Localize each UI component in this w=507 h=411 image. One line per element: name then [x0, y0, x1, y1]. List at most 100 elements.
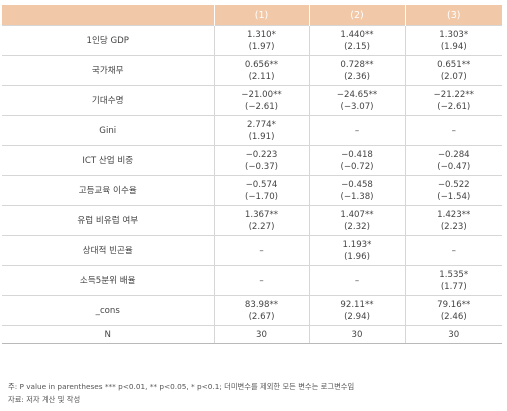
t-statistic: (2.11) — [248, 71, 275, 82]
table-cell: 1.535* (1.77) — [404, 265, 502, 296]
table-source: 자료: 저자 계산 및 작성 — [8, 395, 81, 404]
coefficient: −21.22** — [433, 89, 474, 100]
header-cell-variable — [2, 5, 214, 26]
table-cell: −0.284 (−0.47) — [404, 145, 502, 176]
coefficient: 1.535* — [439, 269, 469, 280]
table-cell: −21.22** (−2.61) — [404, 85, 502, 116]
table-cell: – — [308, 115, 405, 146]
coefficient: 1.193* — [342, 239, 372, 250]
row-label: 국가채무 — [2, 55, 214, 86]
t-statistic: (2.67) — [248, 311, 275, 322]
table-cell: 30 — [213, 325, 309, 344]
regression-table-container: (1) (2) (3) 1인당 GDP 1.310* (1.97) 1.440** (2… — [2, 5, 502, 344]
coefficient: – — [354, 275, 360, 286]
table-cell: −0.522 (−1.54) — [404, 175, 502, 206]
coefficient: 0.651** — [437, 59, 471, 70]
header-cell-model-2: (2) — [308, 5, 405, 26]
t-statistic: (−1.38) — [340, 191, 374, 202]
coefficient: 30 — [256, 329, 267, 340]
table-cell: −24.65** (−3.07) — [308, 85, 405, 116]
row-label: N — [2, 325, 214, 344]
coefficient: 92.11** — [340, 299, 374, 310]
coefficient: – — [259, 275, 264, 286]
t-statistic: (2.15) — [344, 41, 370, 52]
coefficient: −0.522 — [437, 179, 470, 190]
t-statistic: (2.23) — [440, 221, 467, 232]
coefficient: −0.418 — [341, 149, 373, 160]
table-row: 국가채무 0.656** (2.11) 0.728** (2.36) 0.651** (2.… — [2, 55, 502, 86]
row-label: 1인당 GDP — [2, 25, 214, 56]
row-label: 유럽 비유럽 여부 — [2, 205, 214, 236]
coefficient: −0.284 — [437, 149, 470, 160]
table-cell: 1.423** (2.23) — [404, 205, 502, 236]
coefficient: 0.728** — [340, 59, 374, 70]
coefficient: 1.423** — [437, 209, 471, 220]
coefficient: 1.440** — [340, 29, 374, 40]
t-statistic: (−0.37) — [244, 161, 279, 172]
coefficient: 1.310* — [247, 29, 276, 40]
coefficient: −0.574 — [245, 179, 278, 190]
coefficient: – — [354, 125, 360, 136]
t-statistic: (1.77) — [440, 281, 467, 292]
t-statistic: (−3.07) — [340, 101, 374, 112]
table-cell: – — [213, 235, 309, 266]
t-statistic: (1.94) — [440, 41, 467, 52]
table-row: 기대수명 −21.00** (−2.61) −24.65** (−3.07) −21.22… — [2, 85, 502, 116]
coefficient: – — [451, 245, 456, 256]
table-cell: – — [404, 115, 502, 146]
table-cell: −0.418 (−0.72) — [308, 145, 405, 176]
coefficient: 1.367** — [244, 209, 279, 220]
regression-table: (1) (2) (3) 1인당 GDP 1.310* (1.97) 1.440** (2… — [2, 5, 502, 344]
t-statistic: (1.96) — [344, 251, 370, 262]
table-cell: 0.656** (2.11) — [213, 55, 309, 86]
header-cell-model-1: (1) — [213, 5, 309, 26]
row-label: 상대적 빈곤율 — [2, 235, 214, 266]
table-cell: −0.223 (−0.37) — [213, 145, 309, 176]
table-row: N 30 30 30 — [2, 325, 502, 344]
t-statistic: (2.36) — [344, 71, 370, 82]
table-cell: −0.574 (−1.70) — [213, 175, 309, 206]
table-cell: 30 — [308, 325, 405, 344]
coefficient: −24.65** — [336, 89, 378, 100]
table-body: 1인당 GDP 1.310* (1.97) 1.440** (2.15) 1.303* (1… — [2, 25, 502, 344]
row-label: Gini — [2, 115, 214, 146]
table-cell: 0.651** (2.07) — [404, 55, 502, 86]
t-statistic: (1.97) — [248, 41, 275, 52]
t-statistic: (−1.70) — [244, 191, 279, 202]
t-statistic: (−1.54) — [437, 191, 471, 202]
table-cell: 30 — [404, 325, 502, 344]
table-cell: 1.303* (1.94) — [404, 25, 502, 56]
header-row: (1) (2) (3) — [2, 5, 502, 26]
row-label: ICT 산업 비중 — [2, 145, 214, 176]
coefficient: −0.458 — [341, 179, 373, 190]
table-row: ICT 산업 비중 −0.223 (−0.37) −0.418 (−0.72) −0.28… — [2, 145, 502, 176]
table-row: 고등교육 이수율 −0.574 (−1.70) −0.458 (−1.38) −0.522… — [2, 175, 502, 206]
t-statistic: (−2.61) — [437, 101, 471, 112]
t-statistic: (−0.47) — [437, 161, 471, 172]
table-cell: – — [213, 265, 309, 296]
table-cell: – — [308, 265, 405, 296]
t-statistic: (2.46) — [440, 311, 467, 322]
table-cell: 1.440** (2.15) — [308, 25, 405, 56]
row-label: 소득5분위 배율 — [2, 265, 214, 296]
coefficient: 30 — [448, 329, 460, 340]
table-cell: 1.407** (2.32) — [308, 205, 405, 236]
table-row: 소득5분위 배율 – – 1.535* (1.77) — [2, 265, 502, 296]
table-row: _cons 83.98** (2.67) 92.11** (2.94) 79.16** (2… — [2, 295, 502, 326]
row-label: 기대수명 — [2, 85, 214, 116]
coefficient: 79.16** — [437, 299, 471, 310]
row-label: 고등교육 이수율 — [2, 175, 214, 206]
coefficient: 0.656** — [244, 59, 279, 70]
coefficient: −0.223 — [245, 149, 278, 160]
table-cell: 83.98** (2.67) — [213, 295, 309, 326]
t-statistic: (2.94) — [344, 311, 370, 322]
coefficient: – — [259, 245, 264, 256]
table-cell: 1.367** (2.27) — [213, 205, 309, 236]
table-cell: 2.774* (1.91) — [213, 115, 309, 146]
table-row: 유럽 비유럽 여부 1.367** (2.27) 1.407** (2.32) 1.423… — [2, 205, 502, 236]
coefficient: – — [451, 125, 456, 136]
row-label: _cons — [2, 295, 214, 326]
t-statistic: (−2.61) — [244, 101, 279, 112]
coefficient: 2.774* — [247, 119, 276, 130]
table-footnote: 주: P value in parentheses *** p<0.01, **… — [8, 382, 355, 391]
